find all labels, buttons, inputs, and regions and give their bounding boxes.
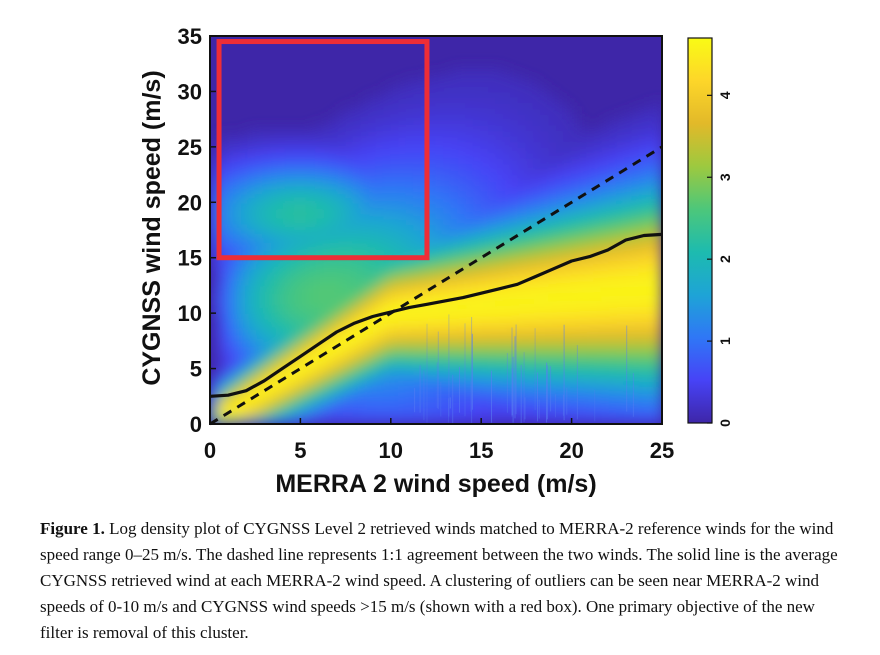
- colorbar: [687, 37, 713, 424]
- y-axis-ticks: 0 5 10 15 20 25 30 35: [178, 24, 216, 437]
- colorbar-tick-label: 3: [717, 173, 733, 181]
- x-axis-label: MERRA 2 wind speed (m/s): [275, 470, 596, 498]
- colorbar-tick-label: 1: [717, 337, 733, 345]
- y-tick-label: 10: [178, 301, 202, 326]
- y-tick-label: 20: [178, 190, 202, 215]
- colorbar-ticks: 0 1 2 3 4: [707, 91, 733, 427]
- y-tick-label: 35: [178, 24, 202, 49]
- colorbar-tick-label: 0: [717, 419, 733, 427]
- density-streaks: [414, 314, 634, 424]
- x-tick-label: 0: [204, 438, 216, 463]
- x-tick-label: 5: [294, 438, 306, 463]
- colorbar-tick-label: 4: [717, 91, 733, 99]
- x-tick-label: 15: [469, 438, 493, 463]
- y-axis-label: CYGNSS wind speed (m/s): [138, 70, 166, 385]
- density-heatmap: [210, 68, 662, 424]
- x-tick-label: 25: [650, 438, 674, 463]
- caption-label: Figure 1.: [40, 519, 105, 538]
- colorbar-tick-label: 2: [717, 255, 733, 263]
- figure-caption: Figure 1. Log density plot of CYGNSS Lev…: [40, 516, 840, 646]
- caption-text: Log density plot of CYGNSS Level 2 retri…: [40, 519, 838, 642]
- y-tick-label: 5: [190, 357, 202, 382]
- x-tick-label: 10: [379, 438, 403, 463]
- x-axis-ticks: 0 5 10 15 20 25: [204, 418, 674, 463]
- plot-frame: [209, 35, 663, 425]
- outlier-box: [216, 39, 430, 261]
- identity-line: [209, 145, 663, 426]
- y-tick-label: 25: [178, 135, 202, 160]
- y-tick-label: 30: [178, 79, 202, 104]
- y-tick-label: 0: [190, 412, 202, 437]
- average-line: [209, 232, 663, 398]
- x-tick-label: 20: [559, 438, 583, 463]
- y-tick-label: 15: [178, 246, 202, 271]
